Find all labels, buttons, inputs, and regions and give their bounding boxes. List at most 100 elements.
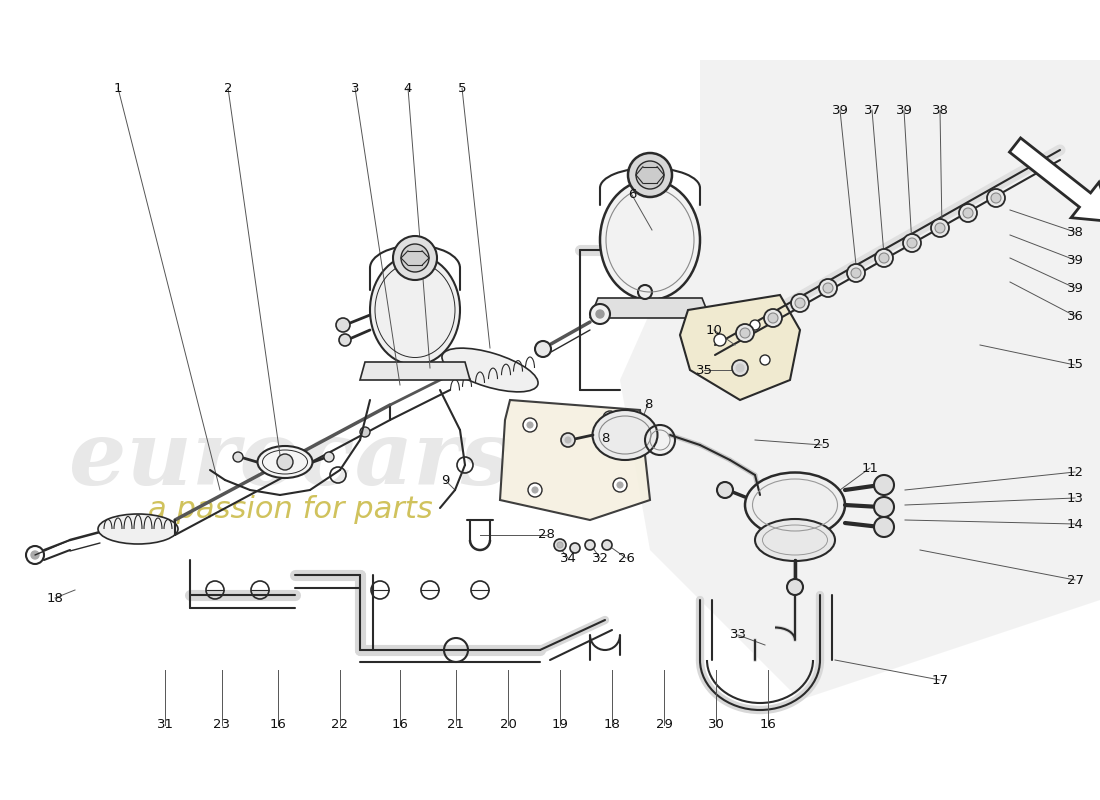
Text: 4: 4 <box>404 82 412 94</box>
Text: 16: 16 <box>270 718 286 731</box>
Text: 6: 6 <box>628 189 636 202</box>
Text: 27: 27 <box>1067 574 1084 586</box>
Circle shape <box>768 313 778 323</box>
Circle shape <box>903 234 921 252</box>
Circle shape <box>935 223 945 233</box>
Text: 38: 38 <box>932 103 948 117</box>
Circle shape <box>820 279 837 297</box>
Text: 37: 37 <box>864 103 880 117</box>
Circle shape <box>714 334 726 346</box>
Ellipse shape <box>755 519 835 561</box>
Circle shape <box>535 341 551 357</box>
Text: 10: 10 <box>705 323 723 337</box>
Circle shape <box>585 540 595 550</box>
Circle shape <box>557 542 563 548</box>
Text: 26: 26 <box>617 551 635 565</box>
Text: 35: 35 <box>695 363 713 377</box>
Circle shape <box>717 482 733 498</box>
Text: 19: 19 <box>551 718 569 731</box>
Circle shape <box>791 294 808 312</box>
Circle shape <box>879 253 889 263</box>
Text: 31: 31 <box>156 718 174 731</box>
Circle shape <box>393 236 437 280</box>
Circle shape <box>336 318 350 332</box>
Circle shape <box>324 452 334 462</box>
Text: eurocars: eurocars <box>68 417 512 503</box>
Text: 15: 15 <box>1067 358 1084 371</box>
Circle shape <box>732 360 748 376</box>
Circle shape <box>570 543 580 553</box>
Circle shape <box>528 483 542 497</box>
Circle shape <box>360 427 370 437</box>
Text: 1: 1 <box>113 82 122 94</box>
Text: 8: 8 <box>601 431 609 445</box>
Polygon shape <box>500 400 650 520</box>
Circle shape <box>561 433 575 447</box>
Circle shape <box>26 546 44 564</box>
Text: 39: 39 <box>1067 282 1084 294</box>
Text: 39: 39 <box>832 103 848 117</box>
Circle shape <box>962 208 974 218</box>
Circle shape <box>590 304 610 324</box>
Circle shape <box>823 283 833 293</box>
Text: 17: 17 <box>932 674 948 686</box>
Circle shape <box>617 482 623 488</box>
Text: 34: 34 <box>560 551 576 565</box>
Circle shape <box>339 334 351 346</box>
Ellipse shape <box>277 454 293 470</box>
Text: 25: 25 <box>814 438 830 451</box>
Text: 39: 39 <box>1067 254 1084 266</box>
Circle shape <box>736 324 754 342</box>
FancyArrow shape <box>1010 138 1100 222</box>
Text: 22: 22 <box>331 718 349 731</box>
Ellipse shape <box>600 180 700 300</box>
Text: 8: 8 <box>644 398 652 410</box>
Ellipse shape <box>745 473 845 538</box>
Circle shape <box>736 364 744 372</box>
Circle shape <box>991 193 1001 203</box>
Circle shape <box>522 418 537 432</box>
Text: 21: 21 <box>448 718 464 731</box>
Circle shape <box>636 161 664 189</box>
Text: 16: 16 <box>392 718 408 731</box>
Circle shape <box>874 517 894 537</box>
Text: 30: 30 <box>707 718 725 731</box>
Text: 11: 11 <box>861 462 879 474</box>
Text: 28: 28 <box>538 529 554 542</box>
Circle shape <box>908 238 917 248</box>
Text: 39: 39 <box>895 103 912 117</box>
Circle shape <box>565 437 571 443</box>
Circle shape <box>532 487 538 493</box>
Text: 36: 36 <box>1067 310 1084 322</box>
Circle shape <box>638 285 652 299</box>
Circle shape <box>959 204 977 222</box>
Text: 12: 12 <box>1067 466 1084 478</box>
Circle shape <box>874 249 893 267</box>
Circle shape <box>607 415 613 421</box>
Circle shape <box>760 355 770 365</box>
Polygon shape <box>360 362 470 380</box>
Polygon shape <box>620 60 1100 700</box>
Text: 18: 18 <box>604 718 620 731</box>
Polygon shape <box>680 295 800 400</box>
Circle shape <box>786 579 803 595</box>
Circle shape <box>527 422 534 428</box>
Circle shape <box>750 320 760 330</box>
Text: 20: 20 <box>499 718 516 731</box>
Polygon shape <box>590 298 710 318</box>
Text: 14: 14 <box>1067 518 1084 530</box>
Ellipse shape <box>98 514 178 544</box>
Circle shape <box>931 219 949 237</box>
Text: 23: 23 <box>213 718 231 731</box>
Text: 9: 9 <box>441 474 449 486</box>
Circle shape <box>740 328 750 338</box>
Circle shape <box>613 478 627 492</box>
Circle shape <box>596 310 604 318</box>
Circle shape <box>233 452 243 462</box>
Text: 18: 18 <box>46 591 64 605</box>
Ellipse shape <box>593 410 658 460</box>
Circle shape <box>851 268 861 278</box>
Text: 29: 29 <box>656 718 672 731</box>
Circle shape <box>795 298 805 308</box>
Text: 3: 3 <box>351 82 360 94</box>
